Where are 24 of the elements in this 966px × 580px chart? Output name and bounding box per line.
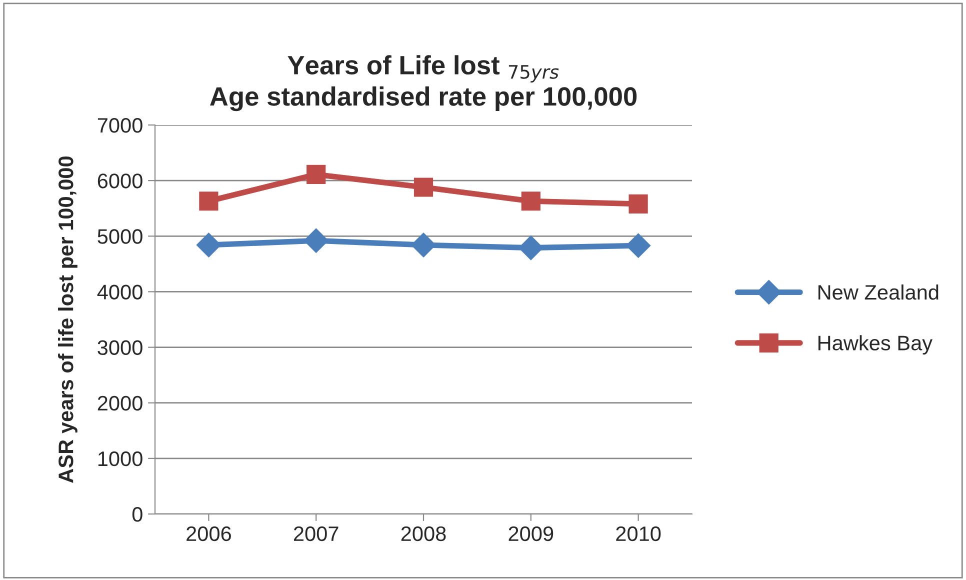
y-tick-label: 2000 [98, 396, 142, 411]
point [628, 194, 648, 214]
y-tick-label: 4000 [97, 284, 142, 300]
x-tick-label: 2008 [401, 526, 446, 542]
point [306, 164, 326, 184]
chart-title: Years of Life lost $_{75yrs}$ Age standardised rate per 100,000 [210, 55, 637, 112]
y-tick-label: 7000 [98, 118, 142, 133]
point [414, 178, 434, 197]
y-tick-label: 1000 [98, 451, 142, 466]
point [304, 228, 328, 253]
y-tick-label: 6000 [98, 174, 142, 188]
y-tick-label: 3000 [98, 340, 142, 356]
y-tick-label: 0 [132, 507, 142, 522]
point [199, 192, 218, 211]
legend-label: Hawkes Bay [818, 335, 933, 355]
y-axis-title: ASR years of life lost per 100,000 [58, 156, 78, 483]
legend-label: New Zealand [818, 284, 938, 300]
y-tick-label: 5000 [98, 229, 142, 244]
x-tick-label: 2009 [508, 526, 554, 542]
x-tick-label: 2006 [186, 526, 231, 542]
point [196, 232, 222, 258]
x-tick-label: 2007 [294, 526, 338, 542]
point [521, 192, 540, 211]
x-tick-label: 2010 [616, 526, 661, 542]
